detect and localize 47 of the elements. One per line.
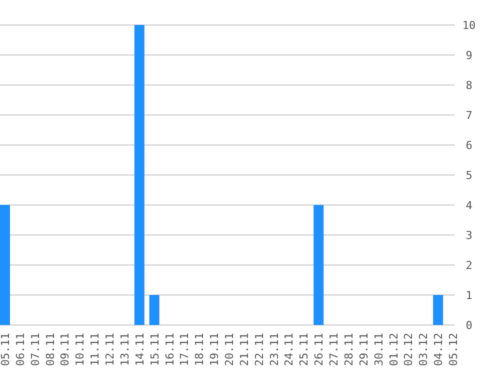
y-tick-label: 7 <box>466 109 472 122</box>
x-tick-label: 01.12 <box>387 332 400 366</box>
x-tick-label: 17.11 <box>178 332 192 366</box>
bar <box>0 205 10 325</box>
x-tick-label: 21.11 <box>238 332 251 366</box>
x-tick-label: 11.11 <box>88 332 102 366</box>
y-tick-label: 4 <box>466 199 473 212</box>
bar <box>149 295 160 325</box>
x-tick-label: 23.11 <box>268 332 281 366</box>
bar <box>314 205 324 325</box>
y-tick-label: 2 <box>466 259 472 272</box>
x-tick-label: 08.11 <box>44 332 57 366</box>
y-tick-label: 0 <box>466 319 472 332</box>
x-tick-label: 13.11 <box>118 332 132 366</box>
bar <box>134 25 144 325</box>
y-tick-label: 6 <box>466 139 472 152</box>
x-tick-label: 25.11 <box>298 332 311 366</box>
y-tick-label: 10 <box>462 19 476 32</box>
x-tick-label: 15.11 <box>148 332 162 366</box>
x-tick-label: 12.11 <box>104 332 117 366</box>
x-tick-label: 24.11 <box>282 332 296 366</box>
x-tick-label: 19.11 <box>208 332 222 366</box>
x-tick-label: 05.12 <box>447 332 460 366</box>
y-tick-label: 3 <box>466 229 472 242</box>
x-tick-label: 18.11 <box>193 332 206 366</box>
bar <box>433 295 444 325</box>
y-tick-label: 8 <box>466 79 472 92</box>
x-tick-label: 14.11 <box>133 332 146 366</box>
x-tick-label: 27.11 <box>328 332 341 366</box>
x-tick-label: 09.11 <box>58 332 72 366</box>
y-tick-label: 5 <box>466 169 472 182</box>
x-tick-label: 07.11 <box>28 332 42 366</box>
x-tick-label: 03.12 <box>417 332 430 366</box>
x-tick-label: 05.11 <box>0 332 12 366</box>
x-tick-label: 26.11 <box>312 332 326 366</box>
y-tick-label: 9 <box>466 49 472 62</box>
x-tick-label: 20.11 <box>223 332 236 366</box>
x-tick-label: 04.12 <box>432 332 446 366</box>
x-tick-label: 10.11 <box>74 332 87 366</box>
x-tick-label: 02.12 <box>402 332 416 366</box>
x-tick-label: 28.11 <box>342 332 356 366</box>
x-tick-label: 22.11 <box>252 332 266 366</box>
x-tick-label: 29.11 <box>357 332 370 366</box>
x-tick-label: 16.11 <box>163 332 176 366</box>
x-tick-label: 06.11 <box>14 332 27 366</box>
y-tick-label: 1 <box>466 289 472 302</box>
x-tick-label: 30.11 <box>372 332 386 366</box>
